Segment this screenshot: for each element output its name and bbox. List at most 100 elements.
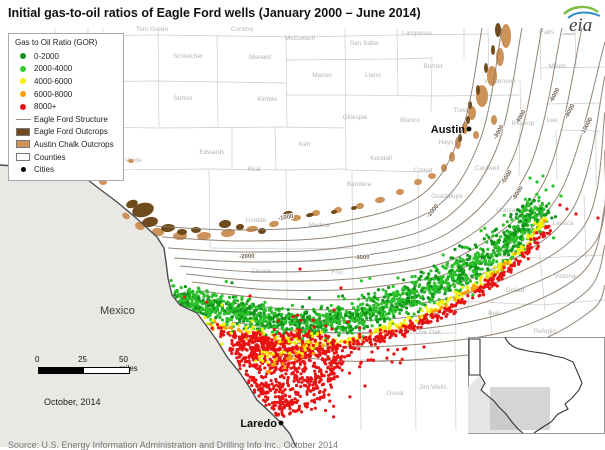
well-dot (250, 339, 254, 343)
well-dot (434, 308, 438, 313)
well-dot (445, 312, 449, 316)
well-dot (507, 233, 511, 237)
well-dot (417, 300, 422, 304)
well-dot (287, 340, 291, 344)
well-dot (203, 315, 207, 320)
well-dot (318, 397, 322, 401)
county-label: Guadalupe (431, 193, 463, 200)
well-dot (488, 278, 492, 282)
well-dot (450, 309, 454, 313)
well-dot (262, 357, 267, 361)
well-dot (271, 405, 275, 409)
well-dot (313, 338, 318, 342)
well-dot (263, 341, 267, 345)
well-dot (256, 367, 260, 371)
well-dot (311, 318, 315, 322)
austin-chalk-outcrop (414, 178, 422, 186)
well-dot (489, 239, 494, 243)
well-dot (403, 319, 407, 323)
well-dot (368, 276, 372, 280)
well-dot (228, 306, 232, 310)
well-dot (395, 305, 399, 309)
well-dot (239, 359, 244, 363)
well-dot (319, 306, 323, 310)
well-dot (337, 307, 341, 311)
austin-chalk-outcrop (356, 202, 364, 210)
well-dot (291, 315, 295, 319)
well-dot (383, 336, 387, 340)
legend: Gas to Oil Ratio (GOR) 0-2000 2000-4000 40… (8, 33, 124, 181)
well-dot (201, 298, 205, 302)
well-dot (292, 346, 296, 350)
well-dot (230, 351, 234, 356)
well-dot (546, 225, 550, 229)
austin-chalk-outcrop (122, 212, 130, 220)
well-dot (512, 261, 516, 265)
legend-item-austin-chalk-outcrops: Austin Chalk Outcrops (15, 138, 119, 151)
legend-marker-glyph (16, 140, 30, 149)
well-dot (347, 371, 352, 375)
well-dot (272, 327, 276, 331)
well-dot (283, 316, 287, 320)
well-dot (332, 377, 336, 381)
well-dot (348, 325, 353, 329)
well-dot (328, 309, 332, 313)
well-dot (280, 374, 284, 378)
well-dot (340, 349, 344, 353)
well-dot (264, 319, 268, 323)
well-dot (328, 399, 332, 403)
well-dot (494, 227, 498, 231)
well-dot (317, 380, 321, 384)
well-dot (292, 365, 296, 369)
well-dot (503, 251, 507, 255)
well-dot (415, 302, 419, 306)
well-dot (316, 375, 320, 379)
well-dot (376, 288, 380, 292)
well-dot (324, 324, 328, 328)
well-dot (315, 397, 319, 401)
well-dot (496, 270, 500, 274)
well-dot (383, 310, 387, 314)
well-dot (248, 364, 252, 368)
source-line: Source: U.S. Energy Information Administ… (8, 440, 339, 450)
legend-item-6000-8000: 6000-8000 (15, 88, 119, 101)
well-dot (256, 346, 260, 350)
legend-marker-glyph (20, 103, 26, 110)
well-dot (300, 352, 304, 356)
well-dot (330, 348, 335, 352)
eagle-ford-outcrop (476, 85, 480, 95)
well-dot (418, 315, 422, 319)
well-dot (507, 266, 511, 271)
well-dot (419, 295, 423, 299)
well-dot (244, 328, 248, 332)
well-dot (461, 263, 465, 267)
well-dot (334, 327, 338, 331)
well-dot (486, 247, 490, 251)
well-dot (498, 235, 503, 239)
well-dot (426, 309, 430, 313)
well-dot (214, 310, 218, 315)
well-dot (539, 214, 543, 218)
well-dot (180, 302, 184, 306)
well-dot (247, 379, 251, 383)
well-dot (218, 295, 223, 300)
well-dot (218, 311, 222, 315)
austin-chalk-outcrop (152, 227, 164, 237)
well-dot (240, 297, 244, 302)
well-dot (479, 267, 483, 271)
well-dot (280, 306, 285, 311)
well-dot (244, 369, 249, 373)
well-dot (369, 358, 373, 362)
eagle-ford-outcrop (458, 134, 462, 142)
well-dot (359, 303, 363, 307)
well-dot (331, 338, 335, 342)
well-dot (266, 344, 270, 348)
well-dot (261, 392, 265, 396)
well-dot (326, 365, 330, 369)
well-dot (368, 316, 372, 320)
well-dot (273, 403, 278, 407)
well-dot (335, 362, 339, 366)
well-dot (458, 259, 462, 263)
well-dot (310, 399, 314, 403)
well-dot (439, 277, 444, 281)
